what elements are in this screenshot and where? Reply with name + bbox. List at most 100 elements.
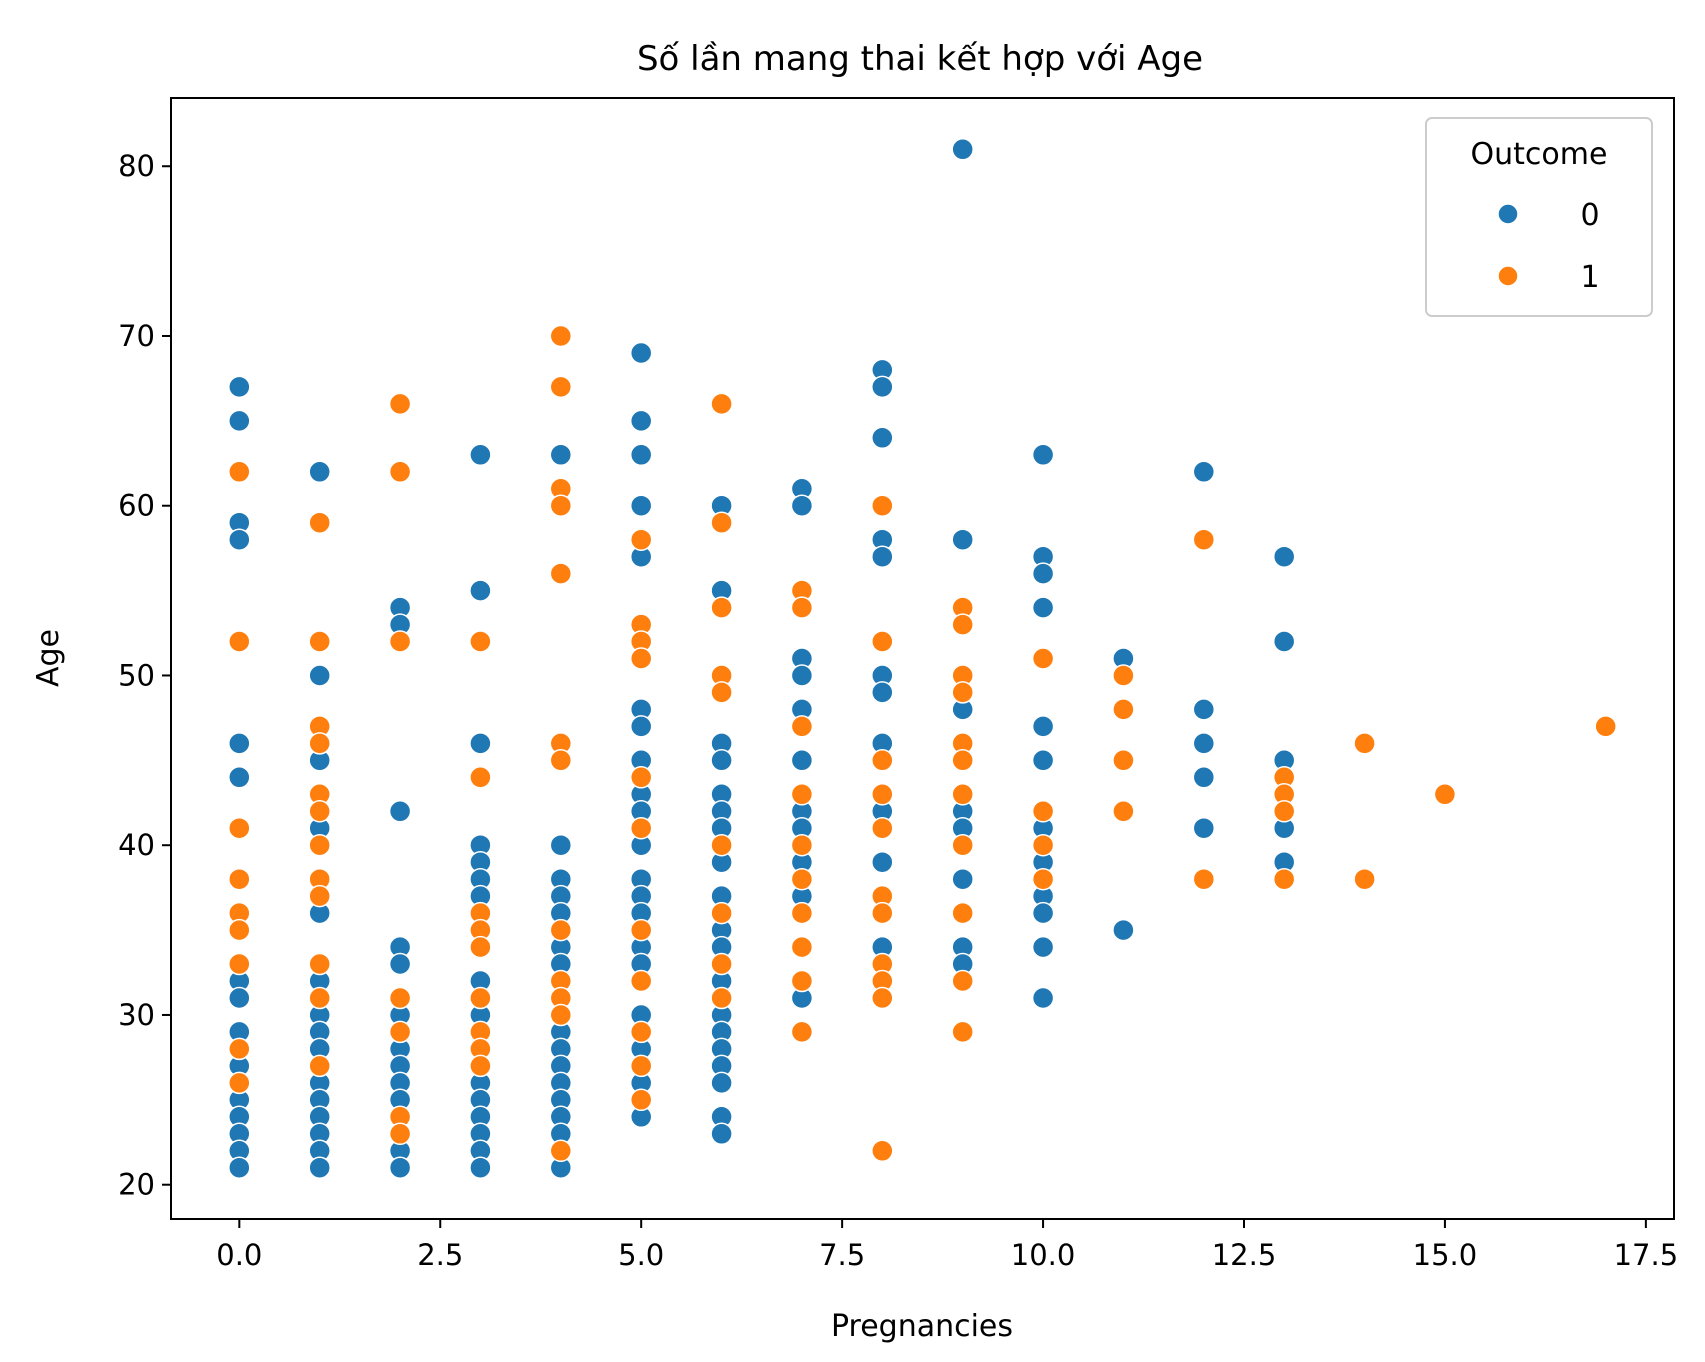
legend-label-outcome-1: 1 [1580, 260, 1599, 295]
chart-title: Số lần mang thai kết hợp với Age [637, 39, 1203, 79]
x-axis-label: Pregnancies [831, 1309, 1013, 1344]
point-outcome-1-8 [228, 1071, 251, 1095]
point-outcome-1-95 [951, 749, 974, 772]
point-outcome-1-103 [1031, 833, 1055, 857]
point-outcome-1-67 [710, 952, 733, 976]
point-outcome-1-78 [790, 1020, 814, 1044]
point-outcome-1-96 [951, 783, 974, 806]
point-outcome-1-43 [549, 749, 573, 772]
y-tick-label-3: 50 [118, 658, 155, 692]
point-outcome-1-29 [469, 766, 492, 789]
point-outcome-1-52 [629, 647, 653, 670]
point-outcome-1-115 [1353, 732, 1376, 755]
point-outcome-0-151 [1031, 935, 1055, 959]
x-tick-label-2: 5.0 [618, 1238, 664, 1272]
point-outcome-0-0 [228, 375, 251, 399]
point-outcome-0-44 [469, 732, 492, 755]
point-outcome-1-28 [469, 630, 492, 653]
x-tick-label-7: 17.5 [1614, 1238, 1679, 1272]
x-tick-label-1: 2.5 [417, 1238, 463, 1272]
point-outcome-1-10 [308, 630, 331, 653]
legend: Outcome 0 1 [1425, 117, 1653, 317]
point-outcome-1-38 [549, 375, 573, 399]
point-outcome-1-73 [790, 833, 814, 857]
point-outcome-1-101 [1031, 647, 1055, 670]
point-outcome-0-41 [388, 1156, 412, 1179]
point-outcome-0-141 [1031, 443, 1055, 467]
point-outcome-0-116 [790, 749, 814, 772]
legend-marker-outcome-1 [1497, 265, 1519, 287]
point-outcome-1-32 [469, 935, 492, 959]
point-outcome-1-83 [871, 816, 894, 840]
legend-title: Outcome [1471, 137, 1608, 172]
point-outcome-1-62 [710, 596, 733, 619]
point-outcome-1-6 [228, 952, 251, 976]
point-outcome-1-19 [308, 986, 331, 1010]
point-outcome-1-74 [790, 867, 814, 891]
point-outcome-1-27 [388, 1122, 412, 1146]
point-outcome-0-74 [629, 443, 653, 467]
point-outcome-1-93 [951, 681, 974, 704]
point-outcome-0-108 [710, 1071, 733, 1095]
point-outcome-1-97 [951, 833, 974, 857]
point-outcome-1-72 [790, 783, 814, 806]
point-outcome-1-70 [790, 596, 814, 619]
point-outcome-1-61 [710, 511, 733, 534]
point-outcome-0-95 [710, 749, 733, 772]
point-outcome-0-131 [871, 850, 894, 874]
point-outcome-1-99 [951, 969, 974, 993]
point-outcome-0-3 [228, 528, 251, 551]
legend-box [1425, 117, 1653, 317]
point-outcome-1-36 [469, 1054, 492, 1078]
y-tick-label-6: 80 [118, 149, 155, 183]
point-outcome-1-91 [951, 613, 974, 636]
point-outcome-0-73 [629, 409, 653, 433]
point-outcome-1-116 [1353, 867, 1376, 891]
point-outcome-0-133 [951, 138, 974, 161]
point-outcome-0-159 [1192, 816, 1216, 840]
point-outcome-1-88 [871, 986, 894, 1010]
point-outcome-1-85 [871, 901, 894, 925]
point-outcome-1-104 [1031, 867, 1055, 891]
point-outcome-0-152 [1031, 986, 1055, 1010]
point-outcome-0-160 [1272, 545, 1296, 568]
x-axis: 0.0 2.5 5.0 7.5 10.0 12.5 15.0 17.5 [216, 1219, 1678, 1272]
point-outcome-0-146 [1031, 749, 1055, 772]
point-outcome-1-33 [469, 986, 492, 1010]
point-outcome-1-40 [549, 494, 573, 517]
point-outcome-1-71 [790, 715, 814, 738]
point-outcome-1-25 [388, 1020, 412, 1044]
point-outcome-0-143 [1031, 562, 1055, 585]
point-outcome-1-5 [228, 918, 251, 942]
point-outcome-1-65 [710, 833, 733, 857]
point-outcome-1-23 [388, 630, 412, 653]
point-outcome-1-54 [629, 816, 653, 840]
point-outcome-0-156 [1192, 698, 1216, 721]
point-outcome-0-42 [469, 443, 492, 467]
point-outcome-0-158 [1192, 766, 1216, 789]
point-outcome-0-7 [228, 986, 251, 1010]
point-outcome-1-3 [228, 867, 251, 891]
point-outcome-0-29 [308, 1156, 331, 1179]
point-outcome-0-138 [951, 867, 974, 891]
legend-label-outcome-0: 0 [1580, 198, 1599, 233]
point-outcome-0-114 [790, 664, 814, 687]
point-outcome-1-9 [308, 511, 331, 534]
point-outcome-1-1 [228, 630, 251, 653]
legend-marker-outcome-0 [1497, 203, 1519, 225]
y-tick-label-0: 20 [118, 1168, 155, 1202]
x-tick-label-0: 0.0 [216, 1238, 262, 1272]
point-outcome-0-134 [951, 528, 974, 551]
point-outcome-0-145 [1031, 715, 1055, 738]
point-outcome-0-161 [1272, 630, 1296, 653]
y-tick-label-4: 60 [118, 489, 155, 523]
point-outcome-1-53 [629, 766, 653, 789]
point-outcome-1-89 [871, 1139, 894, 1163]
point-outcome-1-80 [871, 630, 894, 653]
point-outcome-0-4 [228, 732, 251, 755]
point-outcome-1-100 [951, 1020, 974, 1044]
point-outcome-1-18 [308, 952, 331, 976]
point-outcome-1-56 [629, 969, 653, 993]
y-axis: 20 30 40 50 60 70 80 [118, 149, 171, 1202]
